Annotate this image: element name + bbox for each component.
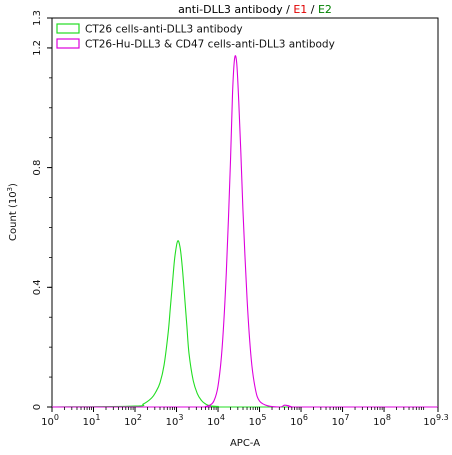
series-line-2 [51, 55, 438, 408]
x-tick-label: 102 [124, 413, 142, 428]
series-line-1 [51, 240, 438, 408]
x-tick-label: 109.3 [423, 413, 448, 428]
x-tick-label: 101 [83, 413, 101, 428]
x-tick-label: 104 [207, 413, 225, 428]
title-part: anti-DLL3 antibody / [178, 3, 293, 16]
title-part: E2 [318, 3, 332, 16]
chart-title: anti-DLL3 antibody / E1 / E2 [178, 3, 332, 16]
y-tick-label: 1.3 [32, 10, 43, 26]
y-tick-label: 1.2 [32, 40, 43, 56]
y-tick-label: 0.8 [32, 160, 43, 176]
x-tick-label: 100 [41, 413, 59, 428]
y-label-exp: 3 [6, 187, 14, 191]
y-tick-label: 0.4 [32, 279, 43, 295]
x-tick-label: 103 [166, 413, 184, 428]
legend: CT26 cells-anti-DLL3 antibody CT26-Hu-DLL… [56, 23, 335, 51]
legend-swatch [56, 23, 80, 34]
x-tick-label: 107 [332, 413, 350, 428]
title-part: E1 [293, 3, 307, 16]
x-tick-label: 105 [249, 413, 267, 428]
y-axis: 0 0.4 0.8 1.2 1.3 [32, 10, 52, 410]
y-label-text: Count (10 [8, 191, 19, 241]
series-layer [51, 55, 438, 408]
y-axis-label: Count (103) [6, 183, 19, 241]
y-tick-label: 0 [32, 404, 43, 410]
legend-label: CT26 cells-anti-DLL3 antibody [85, 24, 243, 36]
plot-area [51, 17, 439, 408]
y-label-close: ) [8, 183, 19, 187]
legend-swatch [56, 38, 80, 49]
title-part: / [307, 3, 318, 16]
x-axis-label: APC-A [230, 438, 260, 449]
x-tick-label: 106 [290, 413, 308, 428]
legend-label: CT26-Hu-DLL3 & CD47 cells-anti-DLL3 anti… [85, 39, 335, 51]
x-tick-label: 108 [373, 413, 391, 428]
x-axis: 100 101 102 103 104 105 106 107 108 109.3 [41, 407, 449, 428]
